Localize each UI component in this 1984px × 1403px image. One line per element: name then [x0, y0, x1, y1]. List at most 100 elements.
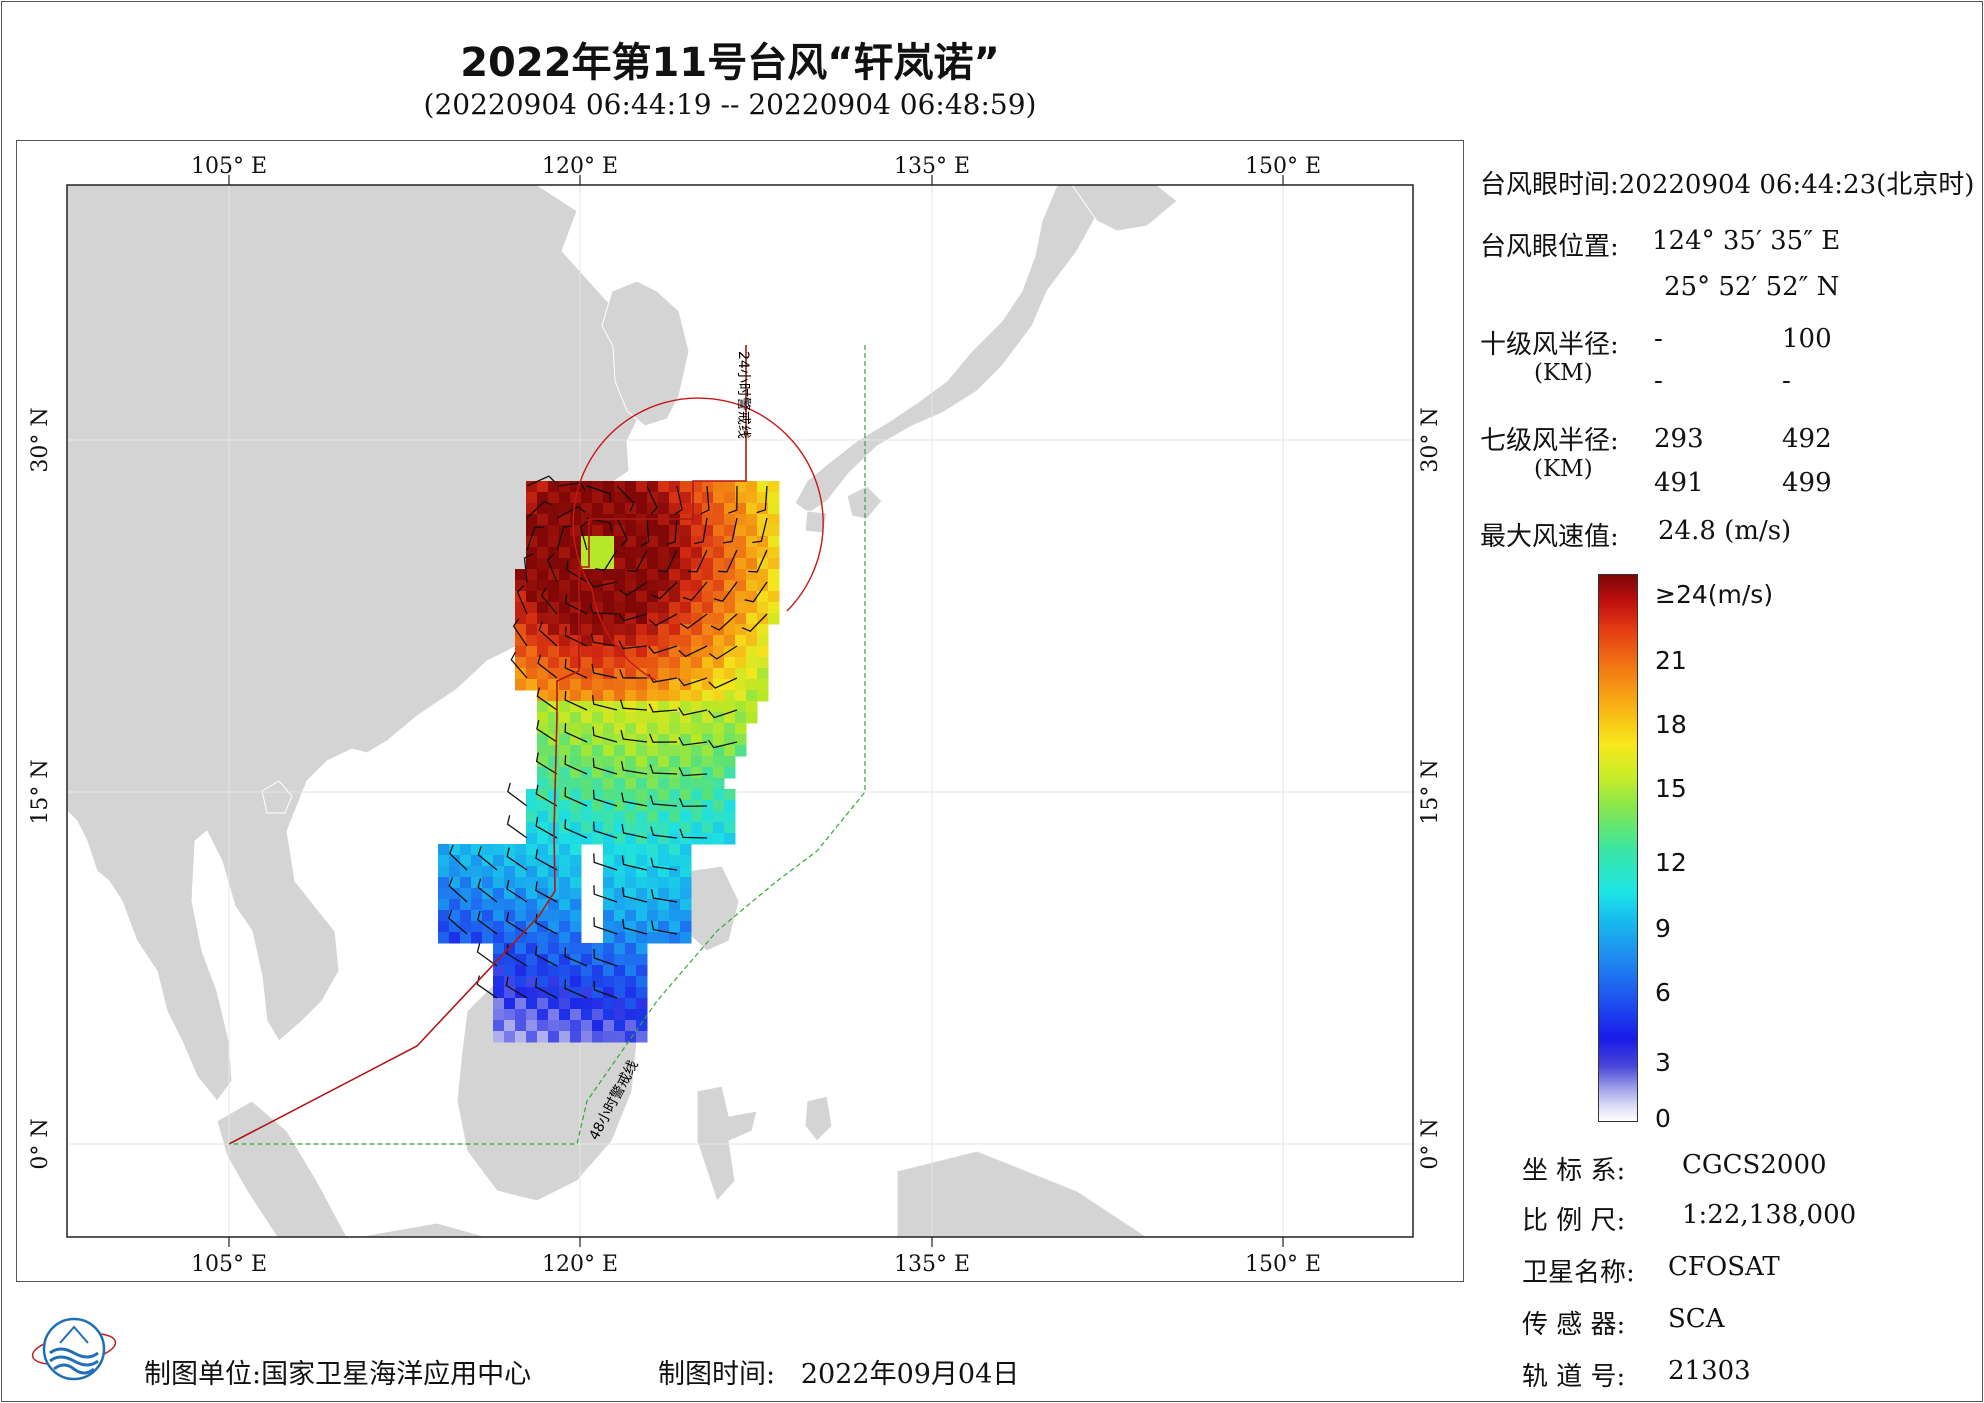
- swath-cell: [702, 679, 714, 691]
- swath-cell: [713, 536, 725, 548]
- swath-cell: [570, 690, 582, 702]
- swath-cell: [537, 492, 549, 504]
- swath-cell: [680, 789, 692, 801]
- wind-barb: [708, 677, 738, 689]
- swath-cell: [537, 580, 549, 592]
- swath-cell: [735, 646, 747, 658]
- lon-label: 135° E: [894, 154, 970, 179]
- lon-label: 150° E: [1245, 154, 1321, 179]
- swath-cell: [680, 888, 692, 900]
- swath-cell: [680, 668, 692, 680]
- swath-cell: [713, 635, 725, 647]
- swath-cell: [570, 877, 582, 889]
- swath-cell: [713, 646, 725, 658]
- swath-cell: [713, 778, 725, 790]
- lon-label: 150° E: [1245, 1252, 1321, 1277]
- wind-barb: [506, 847, 528, 871]
- swath-cell: [658, 591, 670, 603]
- scale-label: 比 例 尺:: [1522, 1206, 1626, 1236]
- swath-cell: [713, 701, 725, 713]
- swath-cell: [537, 1009, 549, 1021]
- swath-cell: [581, 481, 593, 493]
- wind-field-map: 24小时警戒线 48小时警戒线 105° E 120° E 135° E 150…: [28, 154, 1443, 1277]
- swath-cell: [603, 954, 615, 966]
- swath-cell: [581, 1020, 593, 1032]
- swath-cell: [757, 690, 769, 702]
- swath-cell: [515, 1009, 527, 1021]
- swath-cell: [592, 602, 604, 614]
- swath-cell: [460, 921, 472, 933]
- swath-cell: [471, 921, 483, 933]
- swath-cell: [735, 558, 747, 570]
- swath-cell: [526, 646, 538, 658]
- wind-barb: [650, 889, 678, 903]
- swath-cell: [614, 1020, 626, 1032]
- wind-barb: [617, 613, 648, 622]
- production-date-label: 制图时间:: [658, 1359, 776, 1390]
- swath-cell: [504, 1020, 516, 1032]
- swath-cell: [691, 569, 703, 581]
- swath-cell: [625, 943, 637, 955]
- swath-cell: [592, 591, 604, 603]
- wind-barbs: [448, 475, 768, 999]
- swath-cell: [526, 855, 538, 867]
- swath-cell: [526, 888, 538, 900]
- swath-cell: [570, 525, 582, 537]
- swath-cell: [691, 734, 703, 746]
- swath-cell: [537, 855, 549, 867]
- swath-cell: [614, 877, 626, 889]
- swath-cell: [581, 547, 593, 559]
- wind-barb: [526, 526, 545, 551]
- wind-barb: [593, 821, 618, 839]
- swath-cell: [614, 998, 626, 1010]
- swath-cell: [537, 481, 549, 493]
- swath-cell: [504, 1031, 516, 1043]
- swath-cell: [515, 943, 527, 955]
- swath-cell: [647, 635, 659, 647]
- swath-cell: [647, 481, 659, 493]
- sensor-value: SCA: [1668, 1304, 1725, 1334]
- swath-cell: [592, 679, 604, 691]
- swath-cell: [713, 525, 725, 537]
- wind-barb: [592, 726, 618, 743]
- swath-cell: [526, 547, 538, 559]
- swath-cell: [746, 558, 758, 570]
- lon-labels-bottom: 105° E 120° E 135° E 150° E: [191, 1252, 1321, 1277]
- swath-cell: [537, 569, 549, 581]
- swath-cell: [658, 822, 670, 834]
- swath-cell: [559, 580, 571, 592]
- swath-cell: [548, 536, 560, 548]
- swath-cell: [537, 954, 549, 966]
- swath-cell: [526, 613, 538, 625]
- swath-cell: [647, 525, 659, 537]
- swath-cell: [669, 734, 681, 746]
- swath-cell: [746, 690, 758, 702]
- swath-cell: [636, 525, 648, 537]
- swath-cell: [603, 569, 615, 581]
- wind-barb: [556, 525, 573, 551]
- swath-cell: [548, 591, 560, 603]
- swath-cell: [515, 866, 527, 878]
- swath-cell: [438, 932, 450, 944]
- wind-barb: [694, 517, 708, 545]
- swath-cell: [669, 712, 681, 724]
- swath-cell: [581, 646, 593, 658]
- swath-cell: [570, 789, 582, 801]
- swath-cell: [570, 965, 582, 977]
- swath-cell: [669, 701, 681, 713]
- swath-cell: [493, 855, 505, 867]
- swath-cell: [735, 580, 747, 592]
- swath-cell: [636, 547, 648, 559]
- swath-cell: [724, 811, 736, 823]
- swath-cell: [526, 569, 538, 581]
- swath-cell: [592, 657, 604, 669]
- swath-cell: [559, 844, 571, 856]
- swath-cell: [757, 580, 769, 592]
- swath-cell: [592, 547, 604, 559]
- swath-cell: [669, 525, 681, 537]
- swath-cell: [603, 712, 615, 724]
- swath-cell: [680, 712, 692, 724]
- swath-cell: [691, 547, 703, 559]
- swath-cell: [614, 492, 626, 504]
- swath-cell: [702, 690, 714, 702]
